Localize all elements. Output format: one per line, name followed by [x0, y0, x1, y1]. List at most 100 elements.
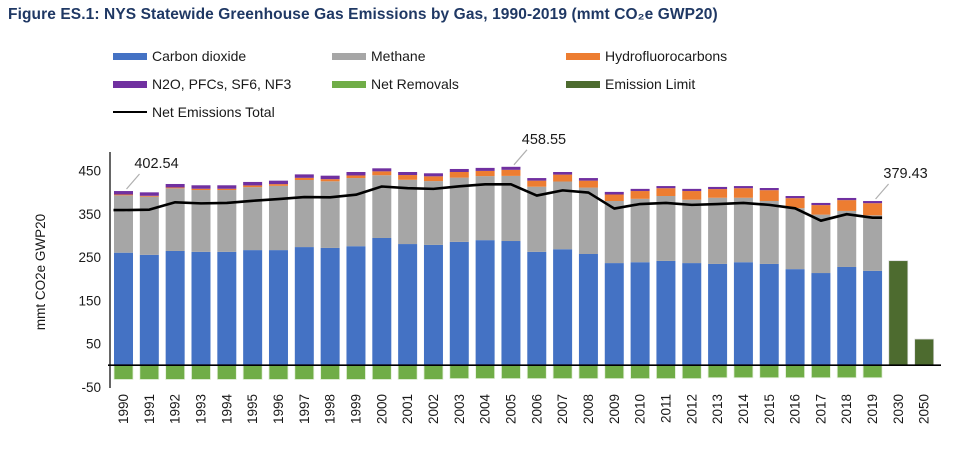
annotation-leader-1990 — [126, 173, 140, 190]
bar-methane-2001 — [398, 179, 418, 245]
x-label-1994: 1994 — [219, 394, 234, 425]
x-label-2007: 2007 — [555, 394, 570, 424]
bar-n2o-pfcs-sf6-nf3-2019 — [863, 201, 883, 204]
bar-net-removals-1991 — [139, 364, 160, 380]
x-label-2002: 2002 — [426, 394, 441, 424]
bar-carbon-dioxide-2013 — [708, 263, 728, 366]
bar-net-removals-2002 — [423, 364, 444, 380]
x-label-2003: 2003 — [452, 394, 467, 424]
legend-label: Net Removals — [371, 76, 459, 92]
bar-hydrofluorocarbons-2018 — [837, 200, 857, 211]
bar-net-removals-2007 — [552, 364, 573, 380]
bar-emission-limit-2030 — [888, 260, 909, 366]
bar-methane-2016 — [785, 208, 805, 270]
bar-hydrofluorocarbons-2008 — [578, 180, 598, 188]
bar-n2o-pfcs-sf6-nf3-2012 — [682, 188, 702, 192]
annotation-leader-2005 — [513, 149, 528, 166]
bar-n2o-pfcs-sf6-nf3-2000 — [372, 168, 392, 172]
bar-net-removals-1993 — [191, 364, 211, 380]
bar-hydrofluorocarbons-2006 — [527, 180, 547, 187]
bar-methane-2000 — [372, 175, 392, 238]
bar-net-removals-1998 — [320, 364, 341, 380]
y-tick-label-50: 50 — [86, 337, 101, 352]
bar-net-removals-1996 — [268, 364, 289, 380]
bar-carbon-dioxide-1996 — [268, 250, 288, 366]
bar-methane-2013 — [708, 197, 728, 264]
bar-net-removals-2000 — [371, 364, 392, 380]
bar-n2o-pfcs-sf6-nf3-2004 — [475, 167, 495, 171]
bar-carbon-dioxide-2007 — [553, 249, 573, 366]
bar-hydrofluorocarbons-2003 — [449, 171, 469, 178]
bar-hydrofluorocarbons-2010 — [630, 191, 650, 199]
bar-hydrofluorocarbons-2000 — [372, 171, 392, 176]
bar-hydrofluorocarbons-1991 — [139, 195, 159, 197]
annotations: 402.54 458.55 379.43 — [126, 132, 928, 200]
legend-item-hydrofluorocarbons: Hydrofluorocarbons — [566, 48, 727, 64]
legend-color-swatch — [113, 80, 147, 88]
x-label-2010: 2010 — [633, 394, 648, 424]
y-axis-tick-labels: 450 350 250 150 50 -50 — [78, 163, 101, 394]
bar-net-removals-1999 — [346, 364, 366, 380]
bar-methane-2012 — [682, 199, 702, 264]
bar-carbon-dioxide-2010 — [630, 262, 650, 366]
x-label-2030: 2030 — [891, 394, 906, 424]
bar-n2o-pfcs-sf6-nf3-2008 — [578, 178, 598, 181]
bar-carbon-dioxide-2005 — [501, 241, 521, 366]
bar-net-removals-1990 — [113, 364, 134, 380]
legend-color-swatch — [566, 80, 600, 88]
bar-hydrofluorocarbons-1999 — [346, 175, 366, 179]
bar-methane-1991 — [139, 196, 159, 255]
bar-carbon-dioxide-2012 — [682, 263, 702, 366]
x-label-1993: 1993 — [193, 394, 208, 424]
bar-n2o-pfcs-sf6-nf3-2009 — [604, 191, 624, 195]
bar-methane-1996 — [268, 185, 288, 251]
annotation-value-2005: 458.55 — [522, 132, 566, 148]
bar-methane-2009 — [604, 200, 624, 264]
bar-hydrofluorocarbons-2012 — [682, 191, 702, 200]
bar-net-removals-2005 — [501, 364, 521, 380]
bar-n2o-pfcs-sf6-nf3-1994 — [217, 185, 237, 189]
y-axis-title: mmt CO2e GWP20 — [33, 214, 48, 330]
x-label-2008: 2008 — [581, 394, 596, 424]
bar-methane-2011 — [656, 196, 676, 261]
x-label-1996: 1996 — [271, 394, 286, 424]
x-label-2016: 2016 — [788, 394, 803, 424]
x-label-1995: 1995 — [245, 394, 260, 424]
bar-methane-1994 — [217, 190, 237, 252]
bar-hydrofluorocarbons-1993 — [191, 188, 211, 191]
bar-hydrofluorocarbons-2017 — [811, 205, 831, 215]
bar-n2o-pfcs-sf6-nf3-2007 — [553, 171, 573, 175]
bar-methane-2007 — [553, 181, 573, 250]
bar-carbon-dioxide-1991 — [139, 254, 159, 366]
bar-carbon-dioxide-1990 — [114, 252, 133, 366]
bar-methane-2010 — [630, 198, 650, 263]
bar-net-removals-2006 — [526, 364, 547, 380]
bar-net-removals-1997 — [294, 364, 315, 380]
legend-item-emission-limit: Emission Limit — [566, 76, 695, 92]
bar-methane-2004 — [475, 176, 495, 241]
bar-methane-2014 — [733, 197, 753, 263]
bar-n2o-pfcs-sf6-nf3-2002 — [423, 173, 443, 177]
x-label-2005: 2005 — [503, 394, 518, 424]
x-axis-labels: 1990 1991 1992 1993 1994 1995 1996 1997 1998 1999… — [116, 394, 932, 425]
x-label-2000: 2000 — [374, 394, 389, 424]
x-label-2018: 2018 — [839, 394, 854, 424]
y-tick-label--50: -50 — [81, 380, 101, 395]
bar-carbon-dioxide-2003 — [449, 241, 469, 366]
bar-n2o-pfcs-sf6-nf3-2006 — [527, 178, 547, 181]
bar-n2o-pfcs-sf6-nf3-2010 — [630, 188, 650, 192]
bar-net-removals-2016 — [785, 364, 805, 379]
bar-hydrofluorocarbons-1994 — [217, 188, 237, 191]
bar-n2o-pfcs-sf6-nf3-2001 — [398, 171, 418, 176]
bar-hydrofluorocarbons-2005 — [501, 169, 521, 176]
y-tick-label-350: 350 — [78, 207, 101, 222]
bar-hydrofluorocarbons-2011 — [656, 188, 676, 197]
bar-net-removals-1995 — [242, 364, 263, 380]
legend-item-carbon-dioxide: Carbon dioxide — [113, 48, 246, 64]
bar-n2o-pfcs-sf6-nf3-1999 — [346, 171, 366, 176]
annotation-value-1990: 402.54 — [134, 156, 178, 172]
bar-hydrofluorocarbons-2019 — [863, 203, 883, 216]
x-label-2019: 2019 — [865, 394, 880, 424]
x-label-2013: 2013 — [710, 394, 725, 424]
